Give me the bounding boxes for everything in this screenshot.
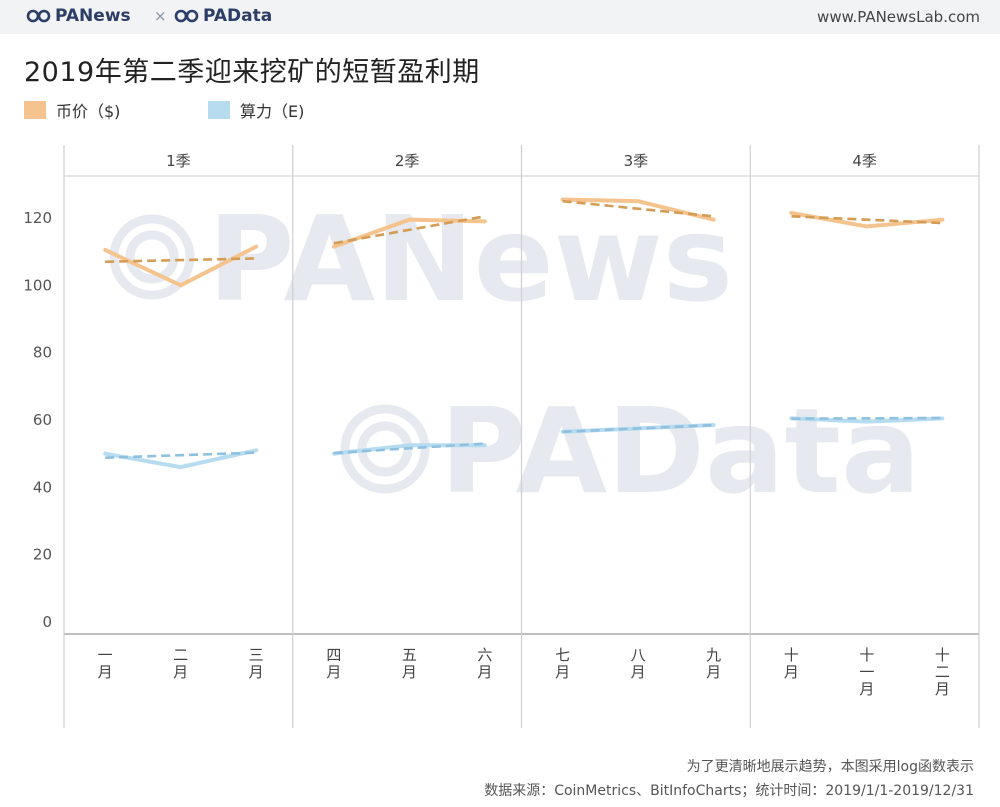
series-line-price: [789, 210, 945, 229]
x-axis-month-labels: 一月 二月 三月 四月 五月 六月 七月 八月 九月 十月 十一月 十二月: [98, 646, 950, 698]
site-url: www.PANewsLab.com: [817, 8, 980, 26]
trend-line-price: [562, 199, 714, 218]
panel-header-label: 2季: [395, 152, 420, 170]
x-tick-label: 七月: [555, 646, 570, 681]
trend-line-hash: [333, 442, 485, 455]
x-tick-label: 六月: [477, 646, 492, 681]
x-tick-label: 三月: [249, 646, 264, 681]
footnote-source: 数据来源：CoinMetrics、BitInfoCharts；统计时间：2019…: [484, 783, 974, 799]
brand-separator: ×: [154, 7, 167, 25]
trend-line-hash: [105, 451, 257, 460]
legend-item-price: 币价（$): [24, 98, 120, 122]
brand-left-text: PANews: [55, 6, 131, 26]
x-tick-label: 九月: [706, 646, 721, 681]
trend-line-price: [791, 215, 943, 225]
y-tick-label: 20: [33, 546, 52, 564]
legend-label-hash: 算力（E): [240, 102, 305, 121]
trend-line-hash: [791, 416, 943, 420]
panews-brand: PANews: [26, 6, 131, 26]
y-axis: 0 20 40 60 80 100 120: [23, 209, 52, 631]
panews-logo-icon: [26, 9, 51, 23]
panel-header-label: 3季: [624, 152, 649, 170]
x-tick-label: 十二月: [935, 646, 950, 698]
series-line-hash: [789, 416, 945, 424]
x-tick-label: 八月: [631, 646, 646, 681]
legend-item-hash: 算力（E): [208, 98, 304, 122]
chart-frame: [63, 145, 980, 728]
padata-logo-icon: [174, 9, 199, 23]
series-line-price: [103, 244, 259, 288]
panel-header-label: 1季: [166, 152, 191, 170]
x-tick-label: 二月: [173, 646, 188, 681]
chart-title: 2019年第二季迎来挖矿的短暂盈利期: [24, 57, 480, 88]
trend-line-price: [333, 215, 486, 245]
top-bar: PANews × PAData www.PANewsLab.com: [0, 0, 1000, 34]
x-tick-label: 十一月: [859, 646, 874, 698]
panel-header-label: 4季: [852, 152, 877, 170]
y-tick-label: 40: [33, 478, 52, 496]
watermark: PANews PAData: [109, 190, 921, 520]
y-tick-label: 120: [23, 209, 52, 227]
series-line-hash: [103, 448, 259, 470]
trend-line-price: [105, 257, 257, 264]
x-tick-label: 十月: [784, 646, 799, 681]
x-tick-label: 四月: [326, 646, 341, 681]
x-tick-label: 一月: [98, 646, 113, 681]
x-tick-label: 五月: [402, 646, 417, 681]
watermark-text-panews: PANews: [208, 190, 733, 328]
series-lines: [103, 197, 945, 470]
trend-line-hash: [562, 423, 714, 434]
y-tick-label: 60: [33, 411, 52, 429]
y-tick-label: 100: [23, 276, 52, 294]
y-tick-label: 0: [42, 613, 52, 631]
footnote-log-note: 为了更清晰地展示趋势，本图采用log函数表示: [686, 759, 974, 775]
brand-right-text: PAData: [203, 6, 273, 26]
padata-brand: PAData: [174, 6, 272, 26]
watermark-text-padata: PAData: [440, 382, 921, 520]
legend-label-price: 币价（$): [56, 102, 121, 121]
legend-swatch-hash: [208, 101, 230, 119]
y-tick-label: 80: [33, 344, 52, 362]
panel-headers: 1季 2季 3季 4季: [166, 152, 877, 170]
legend-swatch-price: [24, 101, 46, 119]
